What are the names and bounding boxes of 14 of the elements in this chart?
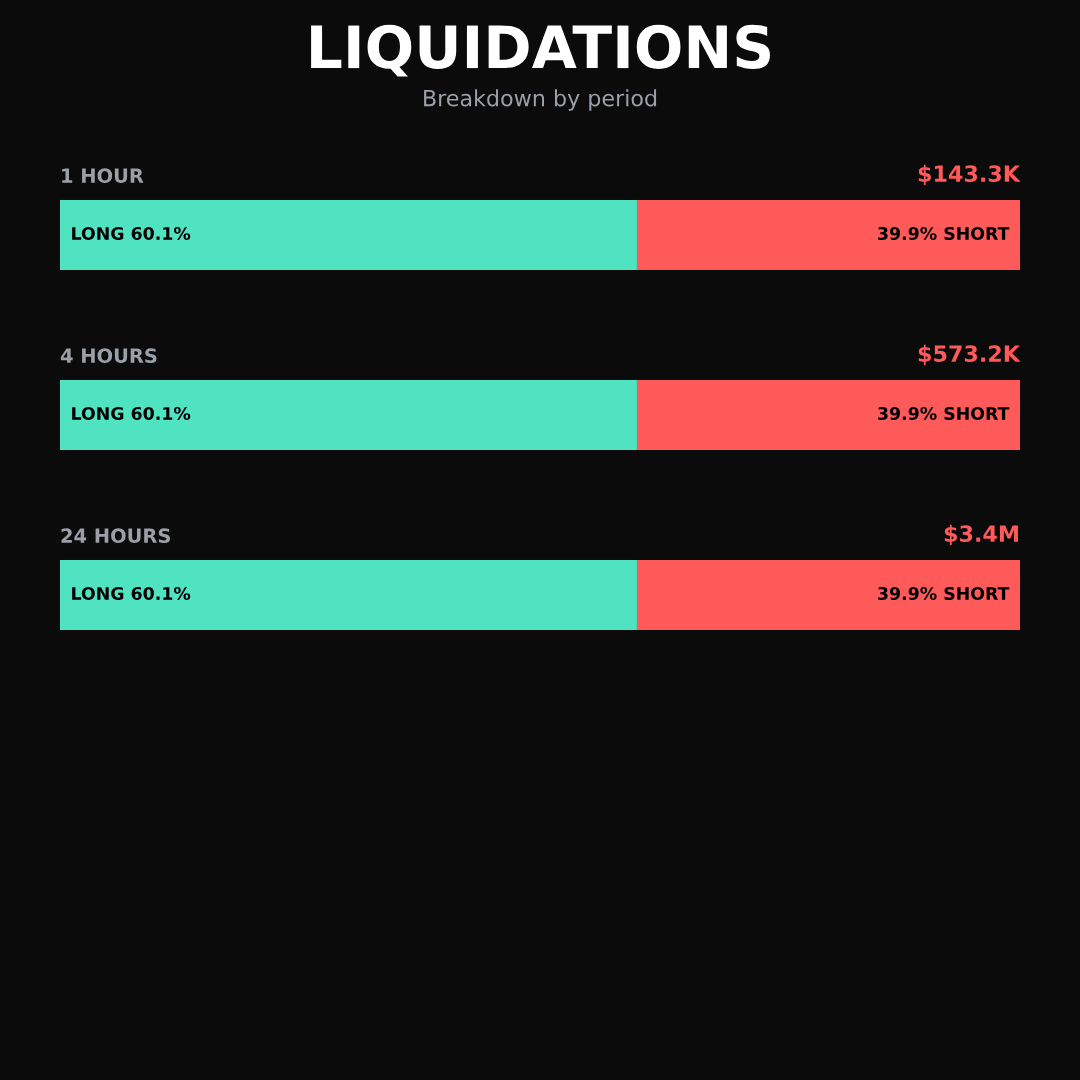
data-label: 39.9% SHORT <box>878 586 1010 601</box>
data-label: LONG 60.1% <box>72 406 191 421</box>
data-label: 39.9% SHORT <box>878 406 1010 421</box>
annotation: $573.2K <box>918 344 1021 365</box>
data-label: LONG 60.1% <box>72 226 191 241</box>
annotation: $3.4M <box>944 524 1018 545</box>
chart-subtitle: Breakdown by period <box>424 89 657 111</box>
data-label: 39.9% SHORT <box>878 226 1010 241</box>
annotation: $143.3K <box>918 164 1021 185</box>
y-tick-label: 4 HOURS <box>60 348 157 364</box>
data-label: LONG 60.1% <box>72 586 191 601</box>
y-tick-label: 1 HOUR <box>62 168 144 184</box>
chart-title: LIQUIDATIONS <box>311 24 770 77</box>
y-tick-label: 24 HOURS <box>61 528 170 544</box>
